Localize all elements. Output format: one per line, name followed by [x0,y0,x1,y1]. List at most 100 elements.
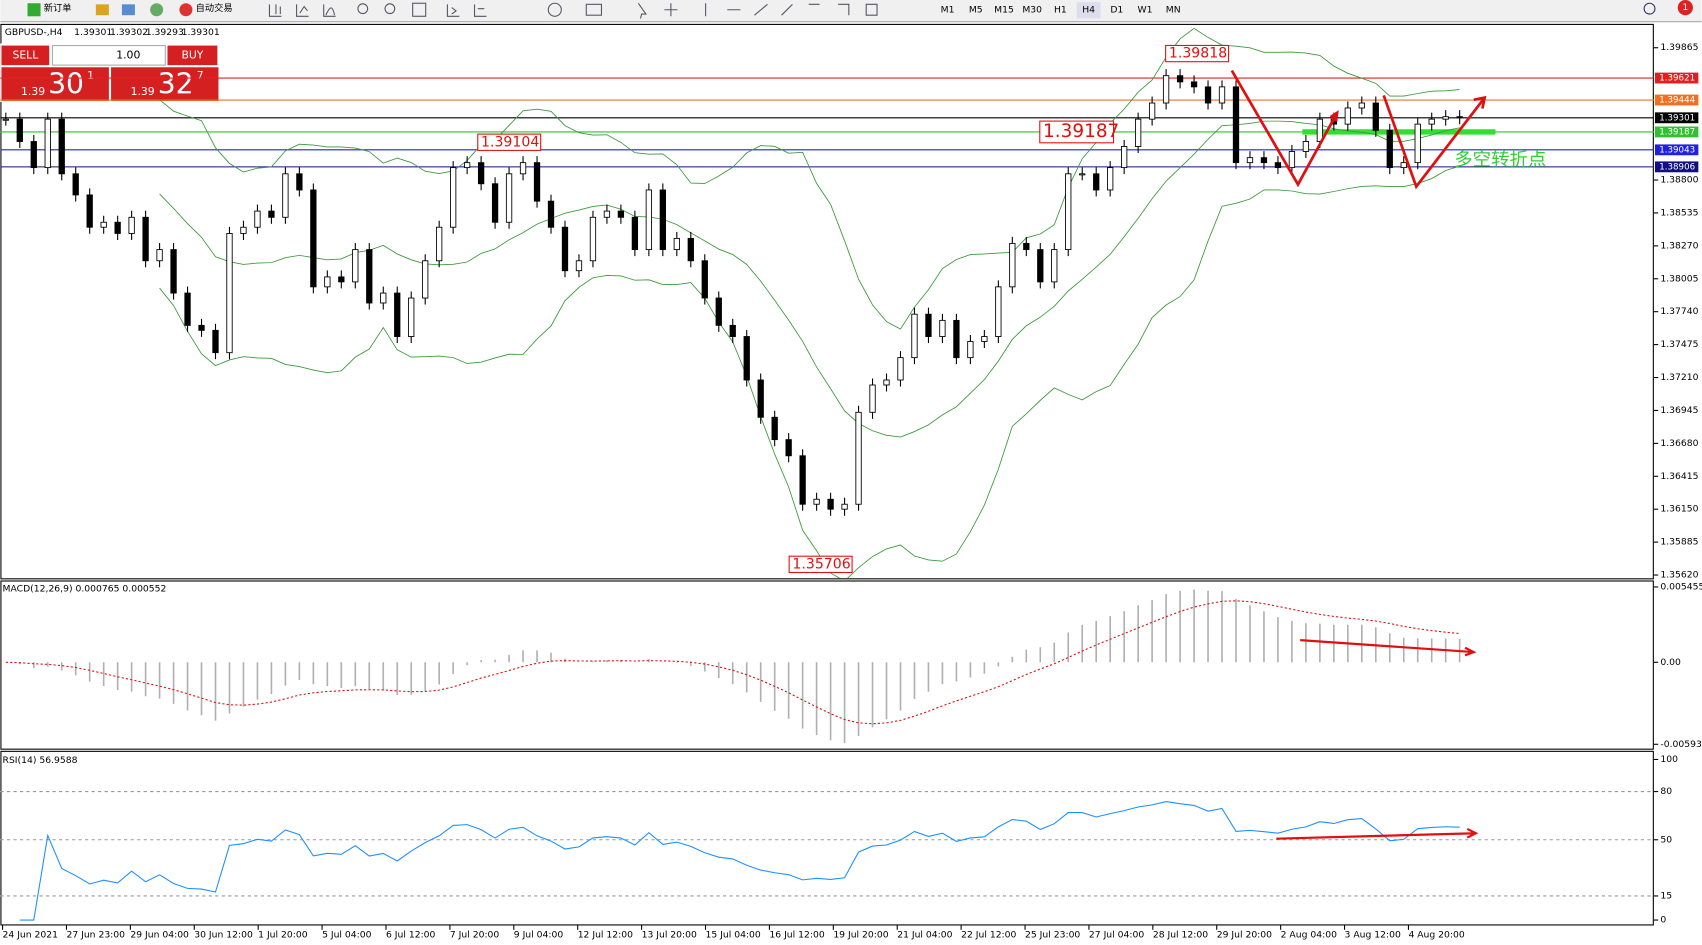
timeframe-button[interactable]: MN [1166,4,1181,15]
y-tick-label: 1.35620 [1660,570,1698,581]
candle-body [939,319,946,337]
auto-trading-button[interactable]: 自动交易 [196,2,233,14]
candle-body [436,226,443,262]
candle-body [813,498,820,505]
candle-body [310,189,317,288]
candle-body [156,249,163,262]
buy-button[interactable]: BUY [181,48,203,61]
timeframe-button[interactable]: M30 [1022,4,1042,15]
timeframe-button[interactable]: W1 [1138,4,1153,15]
timeframe-button[interactable]: H1 [1054,4,1067,15]
price-annotation: 1.35706 [792,556,850,572]
candle-body [869,384,876,413]
notification-badge[interactable] [1677,0,1693,16]
price-label-bg [1654,126,1699,138]
candle-body [100,221,107,228]
bid-price-bg[interactable] [1,67,109,101]
candle-body [561,226,569,272]
ask-fraction[interactable]: 7 [197,69,204,82]
buy-button-bg[interactable] [167,45,218,66]
trend-arrows [1230,69,1487,840]
new-order-button[interactable]: 新订单 [44,2,72,14]
x-tick-label: 28 Jul 12:00 [1153,930,1208,941]
tool-icon[interactable] [95,4,109,16]
timeframes: M1 M5 M15 M30 H1 H4 D1 W1 MN [941,2,1181,19]
y-tick-label: -0.005938 [1660,739,1702,750]
x-tick-label: 7 Jul 20:00 [450,930,500,941]
bid-pips[interactable]: 30 [48,68,84,101]
candle-body [128,216,135,234]
macd-signal [5,600,1460,725]
new-order-icon[interactable] [27,3,41,17]
tool-icon[interactable] [323,4,336,17]
macd-label: MACD(12,26,9) 0.000765 0.000552 [3,584,167,595]
candle-body [408,297,415,337]
price-label: 1.39301 [1659,113,1695,123]
candle-body [1093,173,1100,191]
x-tick-label: 27 Jun 23:00 [66,930,125,941]
search-icon[interactable] [1643,2,1656,15]
lots[interactable]: 1.00 [116,48,140,61]
candle-body [170,249,177,294]
price-annotation: 1.39187 [1043,121,1119,142]
auto-trading-icon[interactable] [179,3,193,17]
x-tick-label: 1 Jul 20:00 [258,930,308,941]
tool-icon[interactable] [121,4,135,16]
y-tick-label: 1.38800 [1660,175,1698,186]
candle-body [422,260,429,299]
sell-button-bg[interactable] [1,45,50,66]
candle-body [981,336,988,342]
tool-icon[interactable] [384,3,396,15]
tool-icon[interactable] [412,2,427,17]
y-tick-label: 50 [1660,834,1672,845]
ohlc-value: 1.39301 [74,27,112,38]
sell-button[interactable]: SELL [12,48,38,61]
tool-icon[interactable] [150,3,164,17]
x-tick-label: 3 Aug 12:00 [1345,930,1401,941]
tool-icon[interactable] [664,3,678,17]
timeframe-button[interactable]: M15 [994,4,1014,15]
timeframe-button[interactable]: H4 [1082,4,1095,15]
price-annotation: 1.39818 [1169,46,1227,62]
candle-body [282,173,289,218]
tool-icon[interactable] [473,4,487,17]
timeframe-button[interactable]: M1 [941,4,955,15]
ask-big[interactable]: 1.39 [131,85,155,98]
y-tick-label: 1.36945 [1660,405,1698,416]
tool-icon[interactable] [357,3,369,15]
tool-icon[interactable] [637,2,647,19]
timeframe-button[interactable]: M5 [969,4,983,15]
lots-input[interactable] [51,45,166,66]
x-tick-label: 21 Jul 04:00 [897,930,952,941]
price-annotation-box [788,555,853,574]
bid-big[interactable]: 1.39 [21,85,45,98]
bid-fraction[interactable]: 1 [87,69,94,82]
candle-body [1246,157,1254,164]
ask-pips[interactable]: 32 [158,68,194,101]
ask-price-bg[interactable] [111,67,219,101]
candle-body [296,173,303,191]
tool-icon[interactable] [705,3,878,17]
tool-icon[interactable] [268,4,282,17]
tool-icon[interactable] [585,3,603,16]
y-tick-label: 1.39865 [1660,42,1698,53]
plots: 1.39865 1.38800 1.38535 1.38270 1.38005 1.377… [0,27,1702,941]
candle-body [687,237,694,262]
candle-body [1288,151,1296,169]
rsi-frame [0,750,1654,926]
candle-body [715,297,722,326]
candle-body [547,200,555,228]
candle-body [477,162,485,185]
candle-body [30,141,37,169]
candle-body [1428,118,1435,125]
tool-icon[interactable] [296,4,309,17]
y-tick-label: 1.36415 [1660,471,1698,482]
tool-icon[interactable] [547,2,562,17]
candle-body [799,455,806,505]
price-label: 1.39043 [1659,145,1695,155]
candle-body [659,189,666,251]
tool-icon[interactable] [446,4,460,17]
candle-body [1204,86,1212,104]
timeframe-button[interactable]: D1 [1110,4,1123,15]
candle-body [1456,116,1463,119]
